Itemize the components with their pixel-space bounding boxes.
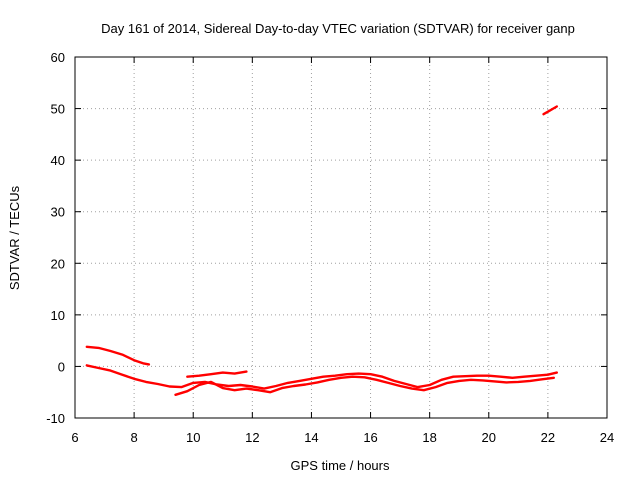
x-tick-label: 14 (304, 430, 318, 445)
series-line-track-upper-mid (186, 370, 248, 378)
y-tick-label: 60 (51, 50, 65, 65)
x-tick-label: 12 (245, 430, 259, 445)
y-tick-label: 40 (51, 153, 65, 168)
series-line-track-outlier (542, 105, 558, 116)
x-axis-title: GPS time / hours (291, 458, 390, 473)
x-tick-label: 10 (186, 430, 200, 445)
x-tick-label: 22 (541, 430, 555, 445)
series-line-track-upper-early (85, 345, 151, 366)
axes: 6 8 10 12 14 16 18 20 22 24 -10 0 10 20 30 40 50 60 (46, 50, 614, 445)
series-line-track-lower (174, 375, 555, 396)
y-tick-label: 20 (51, 256, 65, 271)
series-line-track-main (85, 364, 558, 390)
grid (75, 57, 607, 418)
x-tick-label: 8 (130, 430, 137, 445)
x-tick-label: 24 (600, 430, 614, 445)
x-tick-label: 20 (482, 430, 496, 445)
x-tick-label: 16 (363, 430, 377, 445)
x-tick-label: 6 (71, 430, 78, 445)
plot-series (85, 105, 558, 396)
y-tick-label: 10 (51, 308, 65, 323)
y-tick-label: 50 (51, 102, 65, 117)
y-tick-label: 0 (58, 359, 65, 374)
plot-frame (74, 56, 608, 419)
x-tick-label: 18 (422, 430, 436, 445)
y-tick-label: 30 (51, 205, 65, 220)
chart-title: Day 161 of 2014, Sidereal Day-to-day VTE… (101, 21, 575, 36)
y-axis-title: SDTVAR / TECUs (7, 185, 22, 290)
y-tick-label: -10 (46, 411, 65, 426)
